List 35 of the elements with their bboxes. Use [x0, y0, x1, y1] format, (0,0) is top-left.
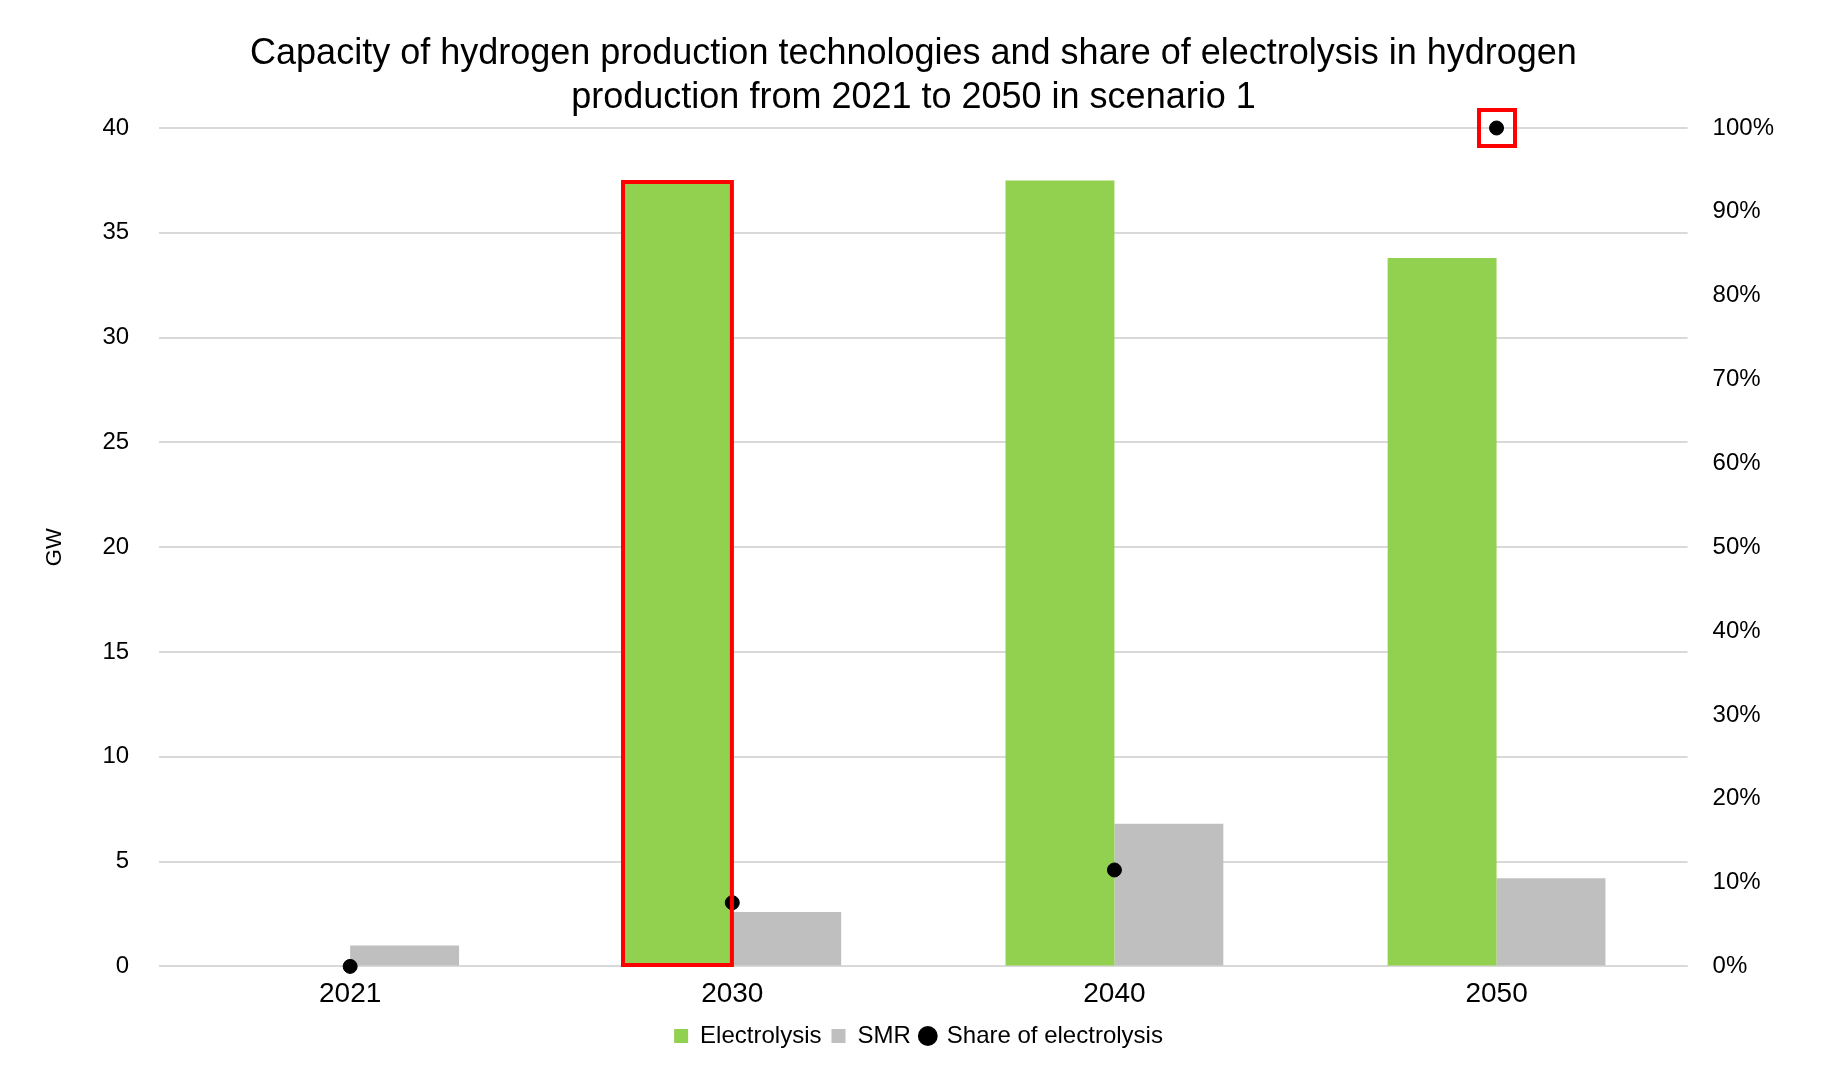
y2-tick-label: 100% [1712, 112, 1775, 140]
y-axis-title: GW [41, 528, 67, 567]
y2-tick-label: 90% [1712, 196, 1761, 224]
y2-tick-label: 70% [1712, 364, 1761, 392]
y2-tick-label: 10% [1712, 867, 1761, 895]
x-tick-label: 2030 [701, 976, 764, 1008]
x-tick-label: 2040 [1083, 976, 1146, 1008]
y-tick-label: 15 [102, 636, 130, 664]
y-tick-label: 10 [102, 741, 130, 769]
y-tick-label: 20 [102, 531, 130, 559]
y2-tick-label: 40% [1712, 615, 1761, 643]
y-tick-label: 30 [102, 322, 130, 350]
y2-tick-label: 20% [1712, 783, 1761, 811]
x-tick-label: 2021 [319, 976, 382, 1008]
bar [732, 911, 842, 966]
y2-tick-label: 80% [1712, 280, 1761, 308]
bar [1005, 180, 1115, 966]
legend-label: Share of electrolysis [946, 1020, 1163, 1048]
y2-tick-label: 30% [1712, 699, 1761, 727]
legend-label: SMR [857, 1020, 911, 1048]
x-tick-label: 2050 [1465, 976, 1528, 1008]
bar [1496, 878, 1606, 966]
y-tick-label: 40 [102, 112, 130, 140]
y2-tick-label: 0% [1712, 951, 1748, 979]
y-tick-label: 0 [115, 951, 130, 979]
bar [1387, 257, 1497, 966]
y2-tick-label: 50% [1712, 531, 1761, 559]
y-tick-label: 5 [115, 846, 130, 874]
chart-title: Capacity of hydrogen production technologies and share of electrolysis in hydrogen production from 2021 to 2050 in scenario 1 [249, 30, 1578, 118]
y-tick-label: 25 [102, 427, 130, 455]
legend-label: Electrolysis [700, 1020, 822, 1048]
bar [1114, 823, 1224, 966]
y2-tick-label: 60% [1712, 447, 1761, 475]
bar [350, 945, 460, 966]
y-tick-label: 35 [102, 217, 130, 245]
